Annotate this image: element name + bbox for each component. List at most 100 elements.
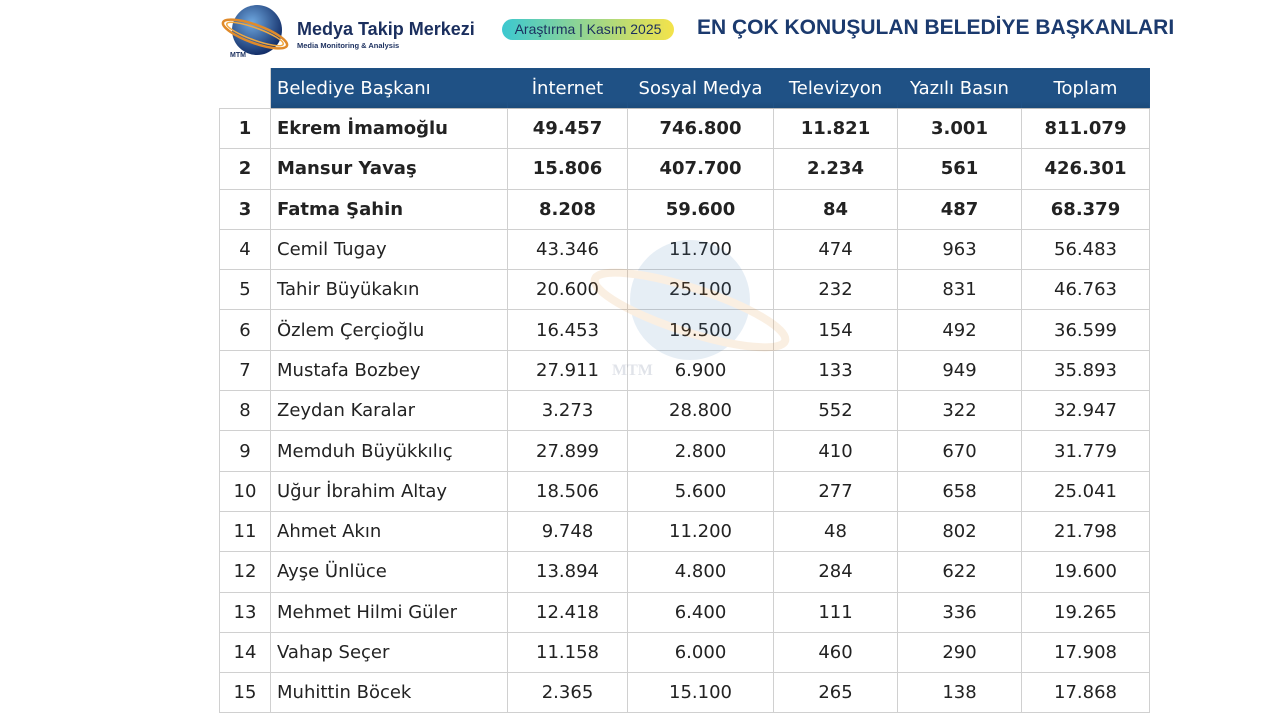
rank-cell: 6 [219,309,271,351]
value-cell: 16.453 [507,309,628,351]
name-cell: Cemil Tugay [270,228,508,271]
value-cell: 670 [897,430,1022,472]
name-cell: Zeydan Karalar [270,390,508,432]
value-cell: 35.893 [1021,349,1150,392]
value-cell: 111 [773,591,898,633]
value-cell: 811.079 [1021,107,1150,150]
value-cell: 2.800 [627,430,774,472]
value-cell: 49.457 [507,107,628,150]
value-cell: 284 [773,551,898,593]
name-cell: Ayşe Ünlüce [270,551,508,593]
blank-cell [219,68,271,109]
name-cell: Mustafa Bozbey [270,349,508,392]
value-cell: 232 [773,269,898,311]
value-cell: 20.600 [507,269,628,311]
value-cell: 12.418 [507,591,628,633]
value-cell: 11.158 [507,631,628,674]
value-cell: 802 [897,510,1022,553]
column-header: Sosyal Medya [627,68,774,109]
table-row: 13 Mehmet Hilmi Güler 12.418 6.400 111 336 19.… [219,591,1150,633]
value-cell: 322 [897,390,1022,432]
rank-cell: 15 [219,672,271,714]
value-cell: 6.000 [627,631,774,674]
tagline: Media Monitoring & Analysis [297,41,400,50]
value-cell: 19.265 [1021,591,1150,633]
value-cell: 410 [773,430,898,472]
value-cell: 746.800 [627,107,774,150]
value-cell: 474 [773,228,898,271]
value-cell: 43.346 [507,228,628,271]
rank-cell: 4 [219,228,271,271]
value-cell: 32.947 [1021,390,1150,432]
rank-cell: 7 [219,349,271,392]
name-cell: Vahap Seçer [270,631,508,674]
watermark-text: MTM [612,362,653,379]
column-header: Toplam [1021,68,1150,109]
rank-cell: 10 [219,470,271,512]
badge: Araştırma | Kasım 2025 [502,19,674,40]
name-cell: Mehmet Hilmi Güler [270,591,508,633]
value-cell: 25.041 [1021,470,1150,512]
table-row: 9 Memduh Büyükkılıç 27.899 2.800 410 670 31.77… [219,430,1150,472]
name-cell: Muhittin Böcek [270,672,508,714]
value-cell: 407.700 [627,148,774,190]
value-cell: 133 [773,349,898,392]
value-cell: 19.600 [1021,551,1150,593]
value-cell: 15.100 [627,672,774,714]
rank-cell: 13 [219,591,271,633]
column-header: Belediye Başkanı [270,68,508,109]
table-row: 2 Mansur Yavaş 15.806 407.700 2.234 561 426.30… [219,148,1150,190]
title: EN ÇOK KONUŞULAN BELEDİYE BAŞKANLARI [697,16,1175,39]
value-cell: 28.800 [627,390,774,432]
table-row: 3 Fatma Şahin 8.208 59.600 84 487 68.379 [219,188,1150,230]
value-cell: 17.908 [1021,631,1150,674]
name-cell: Mansur Yavaş [270,148,508,190]
value-cell: 3.273 [507,390,628,432]
value-cell: 6.400 [627,591,774,633]
value-cell: 11.821 [773,107,898,150]
value-cell: 84 [773,188,898,230]
table-row: 1 Ekrem İmamoğlu 49.457 746.800 11.821 3.001 8… [219,107,1150,150]
value-cell: 4.800 [627,551,774,593]
table-row: 8 Zeydan Karalar 3.273 28.800 552 322 32.947 [219,390,1150,432]
name-cell: Özlem Çerçioğlu [270,309,508,351]
name-cell: Uğur İbrahim Altay [270,470,508,512]
rank-cell: 11 [219,510,271,553]
value-cell: 831 [897,269,1022,311]
value-cell: 426.301 [1021,148,1150,190]
value-cell: 552 [773,390,898,432]
rank-cell: 2 [219,148,271,190]
value-cell: 5.600 [627,470,774,512]
table: Belediye Başkanı İnternet Sosyal Medya Tele… [219,68,1150,714]
column-header: İnternet [507,68,628,109]
value-cell: 59.600 [627,188,774,230]
rank-cell: 8 [219,390,271,432]
table-row: 10 Uğur İbrahim Altay 18.506 5.600 277 658 25.… [219,470,1150,512]
value-cell: 290 [897,631,1022,674]
value-cell: 2.365 [507,672,628,714]
rank-cell: 1 [219,107,271,150]
value-cell: 492 [897,309,1022,351]
value-cell: 154 [773,309,898,351]
value-cell: 2.234 [773,148,898,190]
value-cell: 460 [773,631,898,674]
value-cell: 46.763 [1021,269,1150,311]
value-cell: 36.599 [1021,309,1150,351]
column-header: Televizyon [773,68,898,109]
table-body: 1 Ekrem İmamoğlu 49.457 746.800 11.821 3.001 8… [219,107,1150,714]
name-cell: Ekrem İmamoğlu [270,107,508,150]
table-row: 11 Ahmet Akın 9.748 11.200 48 802 21.798 [219,510,1150,553]
value-cell: 31.779 [1021,430,1150,472]
watermark: MTM [590,240,790,379]
table-row: 14 Vahap Seçer 11.158 6.000 460 290 17.908 [219,631,1150,674]
value-cell: 48 [773,510,898,553]
value-cell: 18.506 [507,470,628,512]
rank-cell: 5 [219,269,271,311]
logo: MTM [221,5,289,59]
rank-cell: 14 [219,631,271,674]
value-cell: 622 [897,551,1022,593]
value-cell: 17.868 [1021,672,1150,714]
table-row: 12 Ayşe Ünlüce 13.894 4.800 284 622 19.600 [219,551,1150,593]
